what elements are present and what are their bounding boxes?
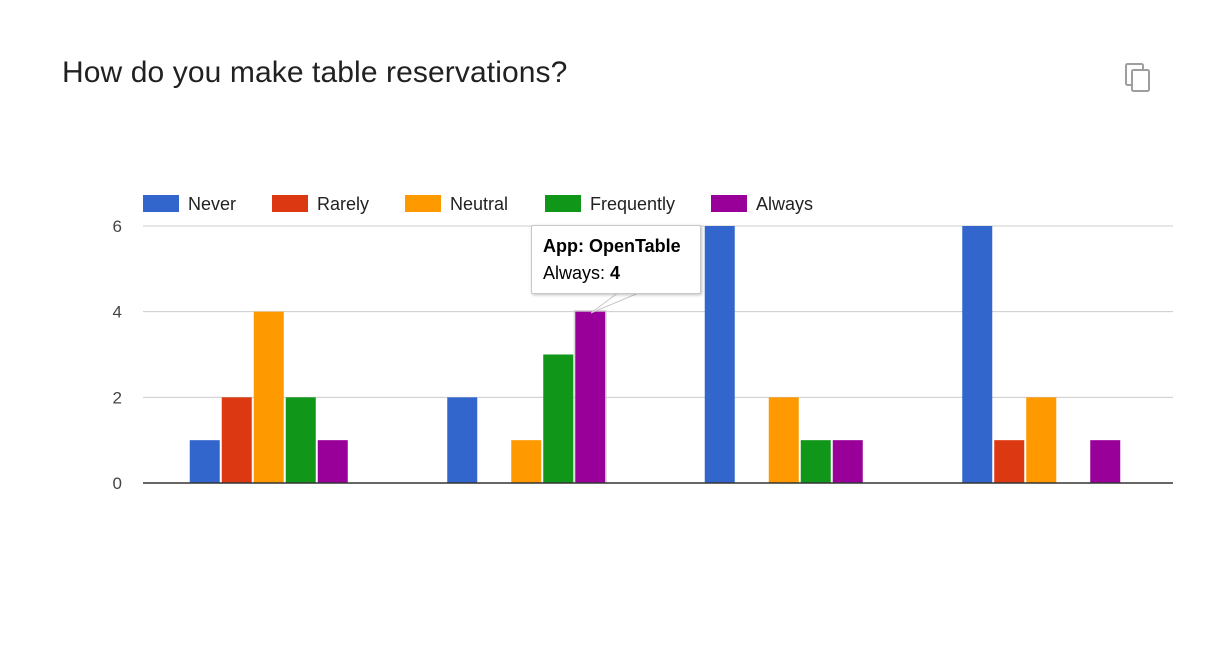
- legend-swatch-always: [711, 195, 747, 212]
- chart-tooltip: App: OpenTable Always: 4: [531, 225, 701, 314]
- legend-swatch-neutral: [405, 195, 441, 212]
- bar-never: [704, 226, 735, 483]
- chart-title: How do you make table reservations?: [62, 56, 568, 89]
- y-tick-label: 2: [113, 388, 122, 407]
- bar-never: [447, 397, 478, 483]
- bar-always: [832, 440, 863, 483]
- bar-neutral: [511, 440, 542, 483]
- bar-never: [962, 226, 993, 483]
- tooltip-heading: App: OpenTable: [543, 236, 681, 256]
- legend-swatch-frequently: [545, 195, 581, 212]
- bar-rarely: [221, 397, 252, 483]
- bar-always: [1090, 440, 1121, 483]
- bar-rarely: [994, 440, 1025, 483]
- y-tick-label: 6: [113, 217, 122, 236]
- bar-neutral: [768, 397, 799, 483]
- tooltip-value-line: Always: 4: [543, 263, 620, 284]
- bar-always: [575, 311, 606, 483]
- legend-swatch-rarely: [272, 195, 308, 212]
- bar-neutral: [253, 311, 284, 483]
- legend-swatch-never: [143, 195, 179, 212]
- y-tick-label: 4: [113, 303, 122, 322]
- legend-label-rarely: Rarely: [317, 194, 369, 214]
- bar-frequently: [543, 354, 574, 483]
- bar-neutral: [1026, 397, 1057, 483]
- legend-label-never: Never: [188, 194, 236, 214]
- copy-icon: [1125, 63, 1150, 92]
- copy-button[interactable]: [1118, 58, 1158, 98]
- tooltip-box: App: OpenTable Always: 4: [531, 225, 701, 294]
- bar-frequently: [285, 397, 316, 483]
- legend-label-frequently: Frequently: [590, 194, 675, 214]
- bar-always: [317, 440, 348, 483]
- bar-frequently: [800, 440, 831, 483]
- tooltip-value: 4: [610, 263, 621, 283]
- legend-label-always: Always: [756, 194, 813, 214]
- y-tick-label: 0: [113, 474, 122, 493]
- tooltip-series-label: Always:: [543, 263, 606, 283]
- bar-never: [189, 440, 220, 483]
- legend-label-neutral: Neutral: [450, 194, 508, 214]
